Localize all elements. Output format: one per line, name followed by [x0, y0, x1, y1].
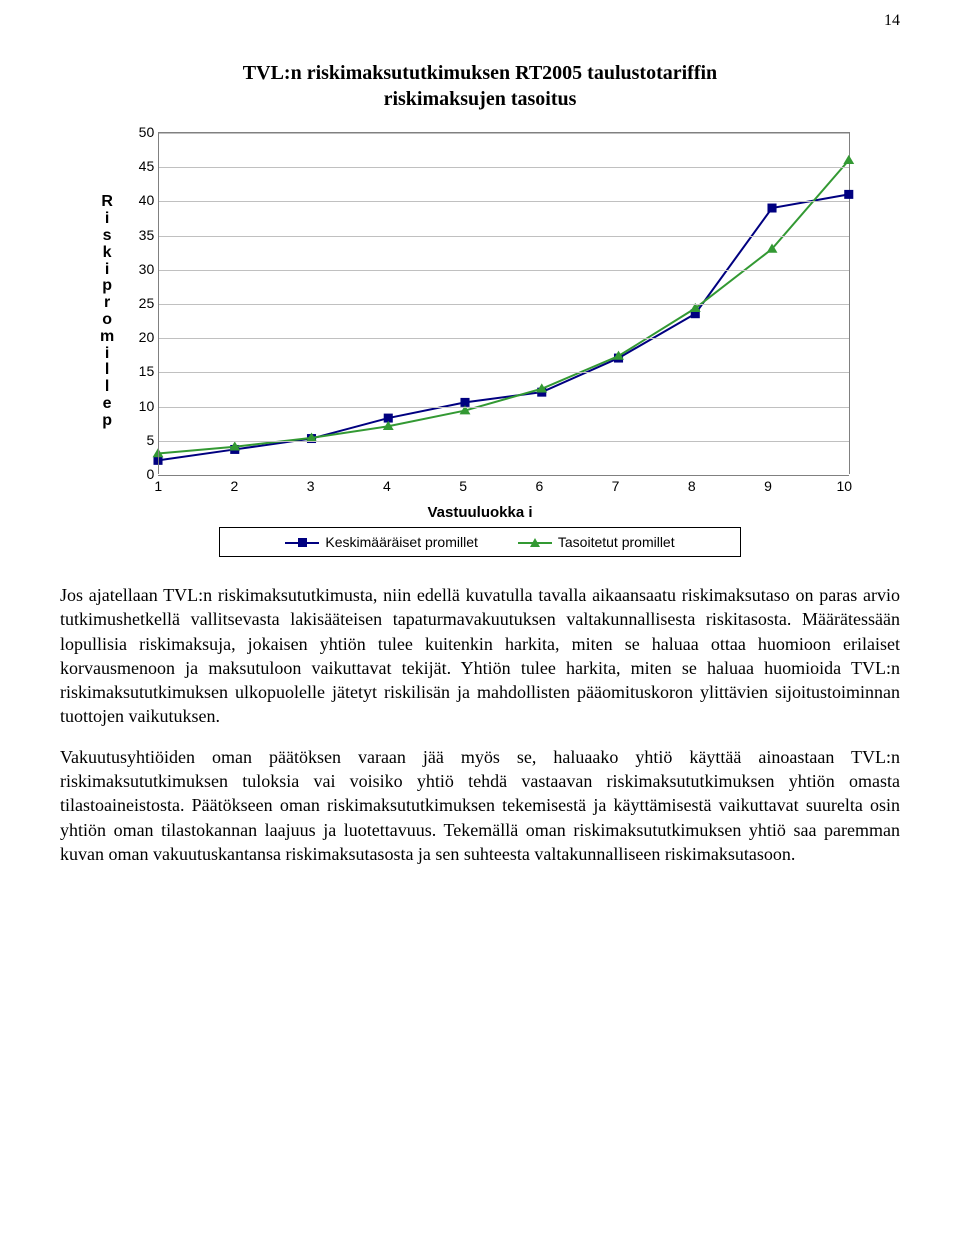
- chart-legend: Keskimääräiset promillet Tasoitetut prom…: [219, 527, 741, 557]
- chart-ytick-label: 30: [118, 261, 154, 277]
- chart-ytick-label: 20: [118, 329, 154, 345]
- chart-ytick-label: 45: [118, 158, 154, 174]
- chart-plot-box: 05101520253035404550 12345678910: [118, 122, 860, 502]
- chart-title-line1: TVL:n riskimaksututkimuksen RT2005 taulu…: [243, 62, 717, 84]
- chart-ytick-label: 40: [118, 192, 154, 208]
- chart: Riskipromillep 05101520253035404550 1234…: [100, 122, 860, 557]
- chart-gridline: [158, 441, 849, 442]
- ylabel-char: i: [105, 346, 109, 363]
- square-marker-icon: [298, 538, 307, 547]
- legend-item: Tasoitetut promillet: [518, 534, 675, 550]
- page: 14 TVL:n riskimaksututkimuksen RT2005 ta…: [0, 0, 960, 922]
- chart-series-line: [158, 194, 849, 460]
- chart-xtick-label: 10: [836, 478, 852, 494]
- chart-gridline: [158, 201, 849, 202]
- ylabel-char: l: [105, 379, 109, 396]
- chart-series-marker: [844, 155, 855, 164]
- chart-xtick-label: 2: [231, 478, 239, 494]
- chart-gridline: [158, 270, 849, 271]
- ylabel-char: k: [103, 245, 112, 262]
- ylabel-char: i: [105, 211, 109, 228]
- chart-xtick-label: 7: [612, 478, 620, 494]
- chart-left-axis: [158, 133, 159, 474]
- ylabel-char: p: [102, 413, 112, 430]
- chart-series-marker: [768, 204, 777, 213]
- chart-ytick-label: 0: [118, 466, 154, 482]
- chart-series-line: [158, 160, 849, 453]
- chart-gridline: [158, 304, 849, 305]
- legend-swatch: [285, 535, 319, 549]
- triangle-marker-icon: [530, 538, 540, 547]
- chart-plot-area: [158, 132, 850, 474]
- chart-gridline: [158, 133, 849, 134]
- chart-ytick-label: 15: [118, 363, 154, 379]
- chart-gridline: [158, 338, 849, 339]
- paragraph: Jos ajatellaan TVL:n riskimaksututkimust…: [60, 583, 900, 729]
- chart-xtick-label: 4: [383, 478, 391, 494]
- chart-ytick-label: 25: [118, 295, 154, 311]
- page-number: 14: [884, 12, 900, 30]
- chart-xtick-label: 3: [307, 478, 315, 494]
- paragraph: Vakuutusyhtiöiden oman päätöksen varaan …: [60, 745, 900, 866]
- chart-title-line2: riskimaksujen tasoitus: [384, 88, 577, 110]
- chart-xtick-label: 8: [688, 478, 696, 494]
- chart-title: TVL:n riskimaksututkimuksen RT2005 taulu…: [60, 60, 900, 112]
- ylabel-char: s: [103, 228, 112, 245]
- ylabel-char: m: [100, 329, 114, 346]
- chart-gridline: [158, 236, 849, 237]
- chart-gridline: [158, 372, 849, 373]
- chart-gridline: [158, 167, 849, 168]
- ylabel-char: e: [103, 396, 112, 413]
- chart-ylabel: Riskipromillep: [100, 122, 118, 502]
- chart-series-marker: [844, 190, 853, 199]
- ylabel-char: i: [105, 262, 109, 279]
- chart-xlabel: Vastuuluokka i: [100, 504, 860, 521]
- legend-swatch: [518, 535, 552, 549]
- chart-gridline: [158, 407, 849, 408]
- ylabel-char: o: [102, 312, 112, 329]
- chart-ytick-label: 5: [118, 432, 154, 448]
- chart-xtick-label: 6: [535, 478, 543, 494]
- ylabel-char: p: [102, 278, 112, 295]
- chart-xtick-label: 9: [764, 478, 772, 494]
- body-text: Jos ajatellaan TVL:n riskimaksututkimust…: [60, 583, 900, 866]
- chart-ytick-label: 35: [118, 227, 154, 243]
- ylabel-char: l: [105, 362, 109, 379]
- chart-ytick-label: 50: [118, 124, 154, 140]
- legend-label: Keskimääräiset promillet: [325, 534, 478, 550]
- legend-item: Keskimääräiset promillet: [285, 534, 478, 550]
- ylabel-char: r: [104, 295, 110, 312]
- ylabel-char: R: [101, 194, 113, 211]
- chart-ytick-label: 10: [118, 398, 154, 414]
- legend-label: Tasoitetut promillet: [558, 534, 675, 550]
- chart-xtick-label: 1: [154, 478, 162, 494]
- chart-gridline: [158, 475, 849, 476]
- chart-xtick-label: 5: [459, 478, 467, 494]
